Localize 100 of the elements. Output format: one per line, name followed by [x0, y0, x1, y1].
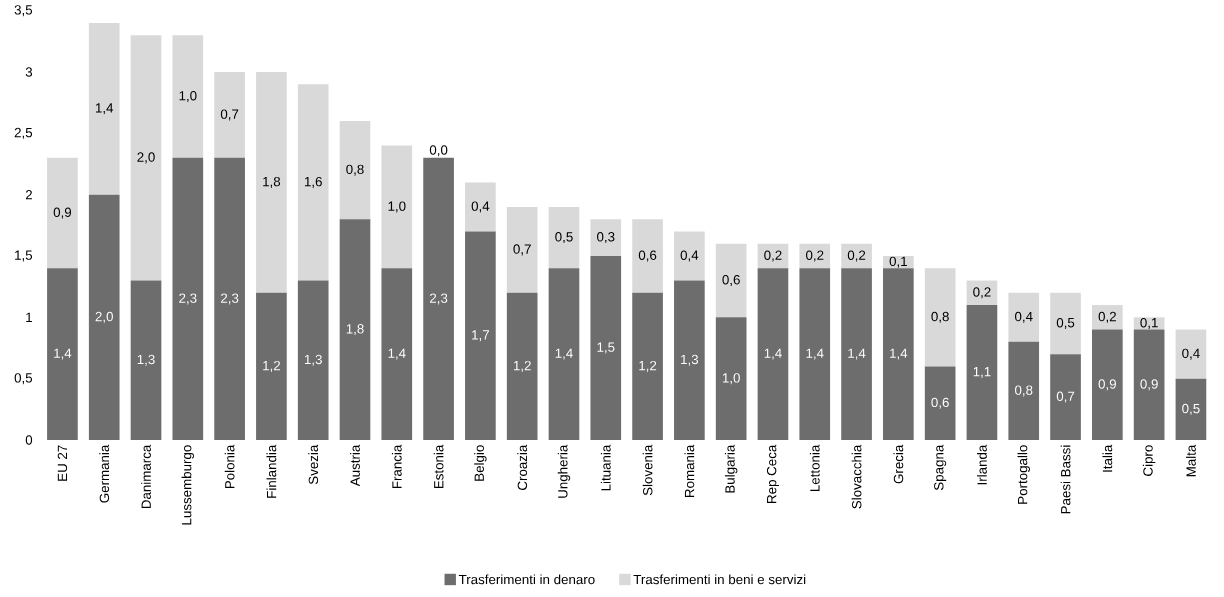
y-tick-label: 3,5 [14, 5, 33, 17]
x-tick-label: Portogallo [1017, 445, 1030, 504]
data-label: 1,1 [973, 366, 991, 378]
bar [172, 35, 204, 158]
data-label: 0,4 [680, 250, 699, 262]
data-label: 0,8 [346, 164, 364, 176]
x-tick-label: Rep Ceca [766, 444, 779, 503]
data-label: 1,3 [137, 354, 155, 366]
data-label: 2,3 [221, 293, 239, 305]
data-label: 0,9 [1098, 379, 1116, 391]
data-label: 2,0 [137, 152, 155, 164]
bar [924, 268, 956, 367]
data-label: 2,3 [429, 293, 448, 305]
x-tick-label: Finlandia [266, 444, 277, 498]
bar [1092, 329, 1123, 440]
bar [841, 243, 872, 269]
bar [465, 231, 496, 440]
x-tick-label: Lussemburgo [181, 445, 195, 525]
bar [256, 292, 287, 440]
x-tick-label: Slovacchia [851, 444, 862, 509]
data-label: 0,2 [847, 250, 866, 262]
bar [1008, 341, 1040, 440]
legend-label: Trasferimenti in beni e servizi [633, 574, 806, 585]
data-label: 0,6 [722, 274, 740, 286]
data-label: 1,5 [597, 342, 615, 354]
x-tick-label: Spagna [934, 444, 947, 490]
data-label: 0,8 [1015, 385, 1033, 397]
data-label: 0,9 [1140, 379, 1158, 391]
bar [924, 366, 956, 440]
bar [130, 35, 162, 281]
bar [465, 182, 496, 232]
data-label: 2,0 [95, 311, 113, 323]
bar [214, 71, 245, 158]
legend-label: Trasferimenti in denaro [458, 574, 595, 585]
x-tick-label: Polonia [224, 444, 235, 488]
data-label: 0,5 [555, 231, 573, 243]
bar [1175, 329, 1207, 379]
x-tick-label: Paesi Bassi [1060, 445, 1071, 514]
data-label: 1,6 [304, 176, 322, 188]
bar [966, 304, 998, 440]
x-tick-label: Lituania [600, 444, 611, 491]
bar [799, 243, 831, 269]
data-label: 1,4 [95, 103, 114, 115]
bar [214, 157, 245, 440]
bar [674, 280, 705, 440]
data-label: 0,9 [53, 207, 72, 219]
bar [381, 268, 413, 440]
x-tick-label: EU 27 [57, 445, 68, 481]
y-tick-label: 0,5 [14, 373, 33, 385]
bar [381, 145, 413, 269]
bar [1092, 304, 1123, 330]
data-label: 0,7 [513, 244, 531, 256]
bar [297, 280, 329, 440]
bar [297, 84, 329, 281]
data-label: 0,4 [471, 201, 490, 213]
bar [715, 317, 747, 440]
x-tick-label: Bulgaria [724, 444, 738, 493]
data-label: 0,5 [1182, 403, 1200, 415]
data-label: 2,3 [179, 293, 197, 305]
data-label: 1,4 [890, 348, 908, 360]
bar [590, 255, 622, 440]
x-tick-label: Romania [684, 444, 695, 497]
bar [47, 157, 78, 269]
x-tick-label: Croazia [517, 444, 528, 490]
bar [172, 157, 204, 440]
bar [632, 292, 663, 440]
bar [339, 219, 371, 440]
bar [799, 268, 831, 440]
data-label: 0,4 [1015, 311, 1033, 323]
bar [841, 268, 872, 440]
bar [47, 268, 78, 440]
bar [715, 243, 747, 318]
data-label: 0,6 [931, 397, 949, 409]
data-label: 0,3 [597, 231, 615, 243]
bar [1133, 329, 1165, 440]
data-label: 0,0 [429, 145, 448, 157]
data-label: 0,5 [1056, 317, 1075, 329]
data-label: 1,4 [54, 348, 72, 360]
bar [339, 120, 371, 220]
bar [632, 219, 663, 293]
x-tick-label: Slovenia [642, 444, 653, 496]
data-label: 1,4 [806, 348, 824, 360]
bar [883, 268, 914, 440]
data-label: 0,1 [1140, 317, 1158, 329]
data-label: 1,4 [764, 348, 782, 360]
bar [506, 292, 538, 440]
x-tick-label: Belgio [474, 445, 487, 481]
bar [256, 71, 287, 293]
x-tick-label: Francia [391, 444, 402, 488]
bar [130, 280, 162, 440]
data-label: 0,1 [889, 256, 907, 268]
y-tick-label: 1 [26, 312, 32, 322]
x-tick-label: Estonia [433, 444, 444, 488]
x-tick-label: Danimarca [141, 444, 151, 508]
y-tick-label: 1,5 [15, 250, 33, 262]
y-tick-label: 2 [25, 189, 32, 200]
data-label: 1,4 [555, 348, 573, 360]
data-label: 1,0 [722, 373, 740, 385]
data-label: 1,0 [179, 90, 197, 102]
bar [1133, 317, 1165, 330]
